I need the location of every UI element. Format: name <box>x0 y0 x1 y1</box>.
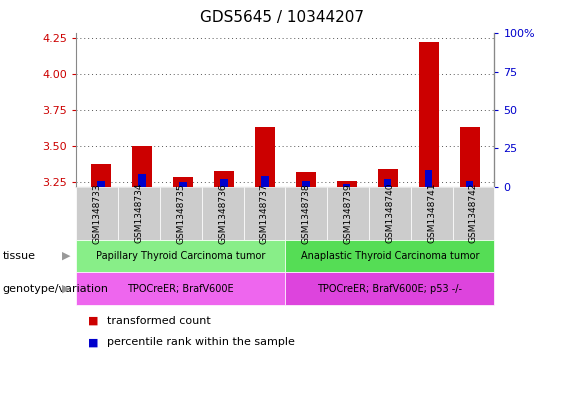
Bar <box>419 42 439 187</box>
Text: GSM1348741: GSM1348741 <box>427 183 436 243</box>
Text: genotype/variation: genotype/variation <box>3 284 109 294</box>
Bar <box>214 171 234 187</box>
Bar <box>179 182 186 187</box>
Text: transformed count: transformed count <box>107 316 211 326</box>
Bar <box>343 184 350 187</box>
Bar <box>132 146 152 187</box>
Bar <box>459 127 480 187</box>
Bar <box>466 180 473 187</box>
Text: GSM1348740: GSM1348740 <box>385 183 394 243</box>
Text: GSM1348735: GSM1348735 <box>176 183 185 244</box>
Text: ▶: ▶ <box>62 284 71 294</box>
Text: GSM1348733: GSM1348733 <box>93 183 102 244</box>
Bar <box>172 176 193 187</box>
Text: TPOCreER; BrafV600E; p53 -/-: TPOCreER; BrafV600E; p53 -/- <box>318 284 462 294</box>
Text: GSM1348742: GSM1348742 <box>469 183 478 243</box>
Bar <box>220 179 228 187</box>
Text: ▶: ▶ <box>62 251 71 261</box>
Text: percentile rank within the sample: percentile rank within the sample <box>107 337 295 347</box>
Text: GSM1348739: GSM1348739 <box>344 183 353 244</box>
Text: ■: ■ <box>88 316 98 326</box>
Text: GSM1348736: GSM1348736 <box>218 183 227 244</box>
Text: tissue: tissue <box>3 251 36 261</box>
Text: GSM1348734: GSM1348734 <box>134 183 144 243</box>
Text: TPOCreER; BrafV600E: TPOCreER; BrafV600E <box>128 284 234 294</box>
Bar <box>295 172 316 187</box>
Bar <box>425 170 432 187</box>
Text: GSM1348737: GSM1348737 <box>260 183 269 244</box>
Bar <box>377 169 398 187</box>
Bar <box>261 176 268 187</box>
Bar <box>384 179 392 187</box>
Bar <box>97 180 105 187</box>
Bar <box>138 174 146 187</box>
Bar <box>302 180 310 187</box>
Text: Papillary Thyroid Carcinoma tumor: Papillary Thyroid Carcinoma tumor <box>96 251 266 261</box>
Text: Anaplastic Thyroid Carcinoma tumor: Anaplastic Thyroid Carcinoma tumor <box>301 251 479 261</box>
Bar <box>90 163 111 187</box>
Text: ■: ■ <box>88 337 98 347</box>
Text: GSM1348738: GSM1348738 <box>302 183 311 244</box>
Bar <box>337 181 357 187</box>
Bar <box>255 127 275 187</box>
Text: GDS5645 / 10344207: GDS5645 / 10344207 <box>201 10 364 25</box>
